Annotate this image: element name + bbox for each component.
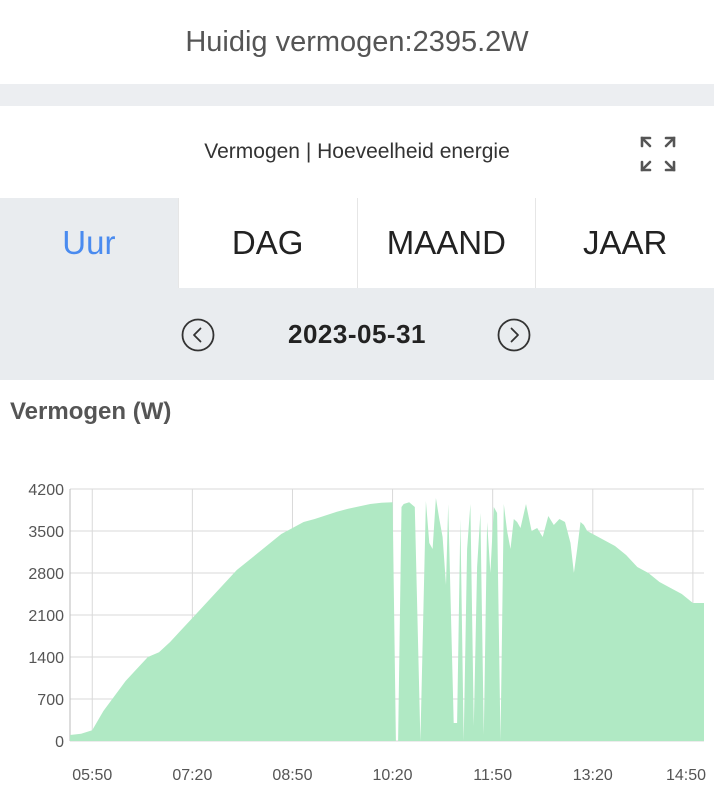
chart-area-series bbox=[70, 498, 704, 741]
x-tick-label: 11:50 bbox=[473, 767, 512, 784]
tab-hour[interactable]: Uur bbox=[0, 198, 179, 288]
y-tick-label: 700 bbox=[37, 692, 64, 709]
tab-month[interactable]: MAAND bbox=[358, 198, 537, 288]
selected-date[interactable]: 2023-05-31 bbox=[288, 318, 426, 349]
y-tick-label: 3500 bbox=[28, 524, 64, 541]
x-tick-label: 08:50 bbox=[272, 767, 312, 784]
tab-year[interactable]: JAAR bbox=[582, 224, 668, 261]
y-axis-ticks: 0 700 1400 2100 2800 3500 4200 bbox=[28, 482, 64, 751]
section-divider bbox=[0, 84, 714, 106]
y-tick-label: 1400 bbox=[28, 650, 64, 667]
x-tick-label: 10:20 bbox=[373, 767, 413, 784]
y-tick-label: 2100 bbox=[28, 608, 64, 625]
x-tick-label: 14:50 bbox=[666, 767, 706, 784]
current-power-title: Huidig vermogen:2395.2W bbox=[0, 0, 714, 84]
period-tabs: Uur DAG MAAND JAAR bbox=[0, 198, 714, 288]
x-tick-label: 05:50 bbox=[72, 767, 112, 784]
expand-icon[interactable] bbox=[638, 134, 678, 174]
x-axis-ticks: 05:50 07:20 08:50 10:20 11:50 13:20 14:50 bbox=[72, 767, 706, 784]
tab-day[interactable]: DAG bbox=[179, 198, 358, 288]
chevron-left-icon[interactable] bbox=[181, 318, 215, 352]
chart-mode-subtitle[interactable]: Vermogen | Hoeveelheid energie bbox=[204, 140, 510, 163]
power-area-series bbox=[70, 498, 704, 741]
x-tick-label: 13:20 bbox=[573, 767, 613, 784]
y-tick-label: 4200 bbox=[28, 482, 64, 499]
y-tick-label: 0 bbox=[55, 734, 64, 751]
chevron-right-icon[interactable] bbox=[497, 318, 531, 352]
x-tick-label: 07:20 bbox=[172, 767, 212, 784]
y-axis-title: Vermogen (W) bbox=[10, 398, 172, 425]
y-tick-label: 2800 bbox=[28, 566, 64, 583]
date-navigator: 2023-05-31 bbox=[0, 288, 714, 380]
chart-header: Vermogen | Hoeveelheid energie bbox=[0, 106, 714, 198]
